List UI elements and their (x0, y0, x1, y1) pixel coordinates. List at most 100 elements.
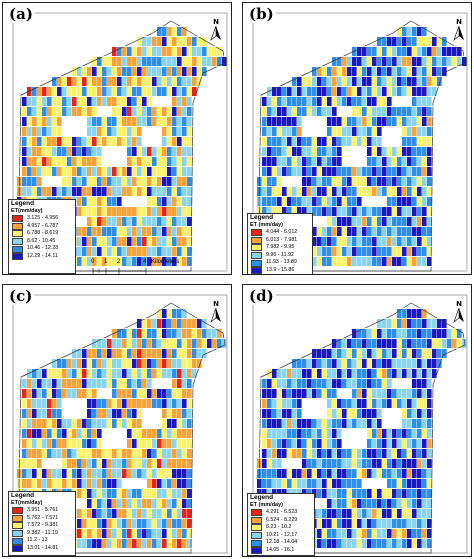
field-cell (187, 389, 192, 398)
field-cell (312, 369, 317, 378)
field-cell (417, 379, 422, 388)
field-cell (172, 399, 177, 408)
field-cell (152, 349, 157, 358)
field-cell (142, 379, 147, 388)
field-cell (127, 359, 132, 368)
field-cell (137, 217, 142, 226)
field-cell (137, 177, 142, 186)
field-cell (412, 147, 417, 156)
field-cell (442, 319, 447, 328)
field-cell (32, 157, 37, 166)
field-cell (437, 57, 442, 66)
field-cell (157, 257, 162, 266)
field-cell (32, 399, 37, 408)
field-cell (332, 177, 337, 186)
field-cell (402, 57, 407, 66)
field-cell (87, 359, 92, 368)
field-cell (152, 529, 157, 538)
field-cell (157, 529, 162, 538)
field-cell (87, 157, 92, 166)
field-cell (307, 369, 312, 378)
legend-d: Legend ET (mm/day) 4.291 - 6.523 6.524 - … (247, 493, 315, 556)
field-cell (417, 529, 422, 538)
field-cell (417, 339, 422, 348)
field-cell (187, 449, 192, 458)
field-cell (217, 329, 222, 338)
legend-range: 3.951 - 5.761 (27, 507, 59, 513)
field-cell (402, 359, 407, 368)
field-cell (52, 147, 57, 156)
field-cell (177, 187, 182, 196)
field-cell (32, 419, 37, 428)
field-cell (297, 429, 302, 438)
field-cell (77, 539, 82, 548)
field-cell (407, 429, 412, 438)
field-cell (262, 207, 267, 216)
field-cell (162, 37, 167, 46)
field-cell (142, 429, 147, 438)
field-cell (162, 499, 167, 508)
field-cell (262, 107, 267, 116)
field-cell (132, 167, 137, 176)
field-cell (357, 469, 362, 478)
legend-class: 12.18 - 14.04 (248, 539, 314, 547)
field-cell (347, 217, 352, 226)
field-cell (422, 247, 427, 256)
field-cell (82, 419, 87, 428)
field-cell (277, 207, 282, 216)
field-cell (342, 359, 347, 368)
field-cell (127, 459, 132, 468)
field-cell (82, 77, 87, 86)
field-cell (82, 227, 87, 236)
field-cell (337, 529, 342, 538)
field-cell (57, 449, 62, 458)
field-cell (457, 339, 462, 348)
field-cell (32, 379, 37, 388)
field-cell (177, 509, 182, 518)
field-cell (327, 529, 332, 538)
field-cell (422, 97, 427, 106)
field-cell (37, 369, 42, 378)
field-cell (102, 217, 107, 226)
field-cell (407, 399, 412, 408)
field-cell (92, 519, 97, 528)
field-cell (407, 177, 412, 186)
field-cell (92, 107, 97, 116)
field-cell (352, 359, 357, 368)
field-cell (367, 177, 372, 186)
field-cell (357, 539, 362, 548)
field-cell (437, 349, 442, 358)
field-cell (172, 439, 177, 448)
field-cell (57, 147, 62, 156)
field-cell (117, 87, 122, 96)
field-cell (92, 489, 97, 498)
field-cell (317, 67, 322, 76)
field-cell (302, 379, 307, 388)
field-cell (102, 449, 107, 458)
field-cell (67, 187, 72, 196)
field-cell (417, 519, 422, 528)
field-cell (382, 67, 387, 76)
field-cell (417, 479, 422, 488)
field-cell (82, 157, 87, 166)
field-cell (302, 439, 307, 448)
field-cell (297, 439, 302, 448)
field-cell (352, 137, 357, 146)
field-cell (52, 409, 57, 418)
field-cell (27, 97, 32, 106)
field-cell (302, 359, 307, 368)
field-cell (307, 479, 312, 488)
field-cell (342, 369, 347, 378)
field-cell (402, 529, 407, 538)
field-cell (412, 459, 417, 468)
field-cell (87, 257, 92, 266)
field-cell (42, 157, 47, 166)
field-cell (407, 247, 412, 256)
field-cell (322, 359, 327, 368)
field-cell (87, 127, 92, 136)
field-cell (102, 57, 107, 66)
field-cell (397, 187, 402, 196)
field-cell (347, 197, 352, 206)
field-cell (387, 349, 392, 358)
field-cell (317, 519, 322, 528)
